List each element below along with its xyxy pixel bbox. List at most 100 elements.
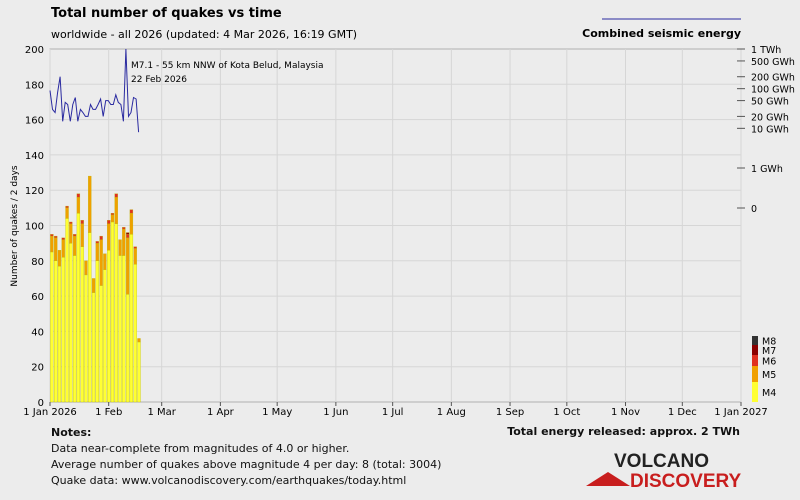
bar-segment-m5 [129,212,134,235]
logo-text-bottom: DISCOVERY [630,471,742,490]
annotation: M7.1 - 55 km NNW of Kota Belud, Malaysia… [131,61,324,85]
y-tick-label: 20 [31,363,44,374]
bar-segment-m4 [69,242,73,403]
bar-segment-m4 [65,218,69,403]
bar-segment-m5 [91,278,96,293]
bar-segment-m5 [125,237,130,295]
x-tick-label: 1 Jun [323,407,348,418]
x-tick-label: 1 Apr [207,407,235,418]
x-tick-label: 1 Aug [437,407,466,418]
bar-segment-m6 [69,221,73,224]
bar-segment-m4 [72,255,77,403]
bar-segment-m6 [122,227,126,230]
legend-swatch-m5 [752,366,758,382]
x-tick-label: 1 Nov [611,407,640,418]
x-tick-label: 1 Dec [668,407,697,418]
y-tick-label: 140 [25,151,44,162]
logo-text-top: VOLCANO [614,451,709,472]
x-tick-label: 1 Mar [147,407,176,418]
legend-label-m6: M6 [762,357,776,368]
bar-segment-m4 [129,234,134,403]
bar-segment-m5 [137,338,141,343]
y-tick-label: 180 [25,80,44,91]
energy-tick-label: 200 GWh [751,73,795,84]
bar-segment-m5 [54,237,58,261]
bar-series [50,175,141,403]
notes-heading: Notes: [51,426,92,439]
bar-segment-m5 [76,197,81,214]
notes-line: Average number of quakes above magnitude… [51,458,442,471]
bar-segment-m4 [76,212,81,403]
bar-segment-m6 [72,234,77,237]
bar-segment-m4 [103,269,107,403]
legend-label-m8: M8 [762,337,776,348]
bar-segment-m5 [50,235,54,253]
bar-segment-m4 [61,257,65,403]
x-tick-label: 1 Jan 2026 [23,407,77,418]
bar-segment-m4 [122,255,126,403]
legend-swatch-m8 [752,336,758,345]
bar-segment-m4 [110,221,115,403]
energy-tick-label: 20 GWh [751,112,789,123]
y-tick-label: 0 [38,398,44,409]
bar-segment-m6 [80,220,84,224]
x-tick-label: 1 May [262,407,292,418]
notes-line: Data near-complete from magnitudes of 4.… [51,442,350,455]
y-tick-label: 80 [31,257,44,268]
bar-segment-m4 [114,223,118,403]
bar-segment-m6 [125,234,130,239]
y-axis-label: Number of quakes / 2 days [10,165,20,286]
legend-swatch-m6 [752,355,758,366]
bar-segment-m6 [107,220,111,224]
quake-annotation-line: 22 Feb 2026 [131,75,187,85]
bar-segment-m4 [99,285,103,403]
bar-segment-m4 [80,246,84,403]
bar-segment-m6 [50,234,54,237]
bar-segment-m6 [110,212,115,216]
bar-segment-m5 [95,242,99,261]
bar-segment-m6 [61,237,65,240]
bar-segment-m4 [54,260,58,403]
bar-segment-m6 [54,235,58,239]
bar-segment-m5 [61,239,65,258]
y-tick-label: 40 [31,327,44,338]
bar-segment-m5 [57,250,62,267]
energy-tick-label: 0 [751,204,757,215]
notes: Notes: Data near-complete from magnitude… [51,425,441,489]
bar-segment-m5 [107,223,111,251]
bar-segment-m5 [133,248,137,265]
notes-line: Quake data: www.volcanodiscovery.com/ear… [51,474,407,487]
bar-segment-m5 [72,235,77,256]
energy-tick-label: 1 TWh [751,45,781,56]
bar-segment-m6 [76,193,81,198]
legend-swatch-m7 [752,345,758,355]
bar-segment-m4 [91,292,96,403]
bar-segment-m4 [57,265,62,403]
y-tick-label: 120 [25,186,44,197]
legend-label-m5: M5 [762,370,776,381]
quake-annotation-line: M7.1 - 55 km NNW of Kota Belud, Malaysia [131,61,324,71]
bar-segment-m4 [107,250,111,403]
bar-segment-m5 [80,223,84,247]
bar-segment-m6 [99,235,103,240]
bar-segment-m4 [84,274,88,403]
y-tick-label: 200 [25,45,44,56]
bar-segment-m7 [125,232,130,235]
chart-subtitle: worldwide - all 2026 (updated: 4 Mar 202… [51,28,357,41]
bar-segment-m4 [125,294,130,403]
bar-segment-m5 [88,175,92,233]
bar-segment-m6 [114,193,118,198]
energy-tick-label: 1 GWh [751,164,783,175]
bar-segment-m6 [65,205,69,209]
bar-segment-m5 [99,239,103,286]
legend-label-m4: M4 [762,388,776,399]
bar-segment-m4 [50,251,54,403]
bar-segment-m5 [110,214,115,223]
bar-segment-m6 [133,246,137,249]
bar-segment-m5 [103,253,107,270]
energy-tick-label: 500 GWh [751,57,795,68]
total-energy: Total energy released: approx. 2 TWh [507,425,740,438]
bar-segment-m4 [133,264,137,403]
